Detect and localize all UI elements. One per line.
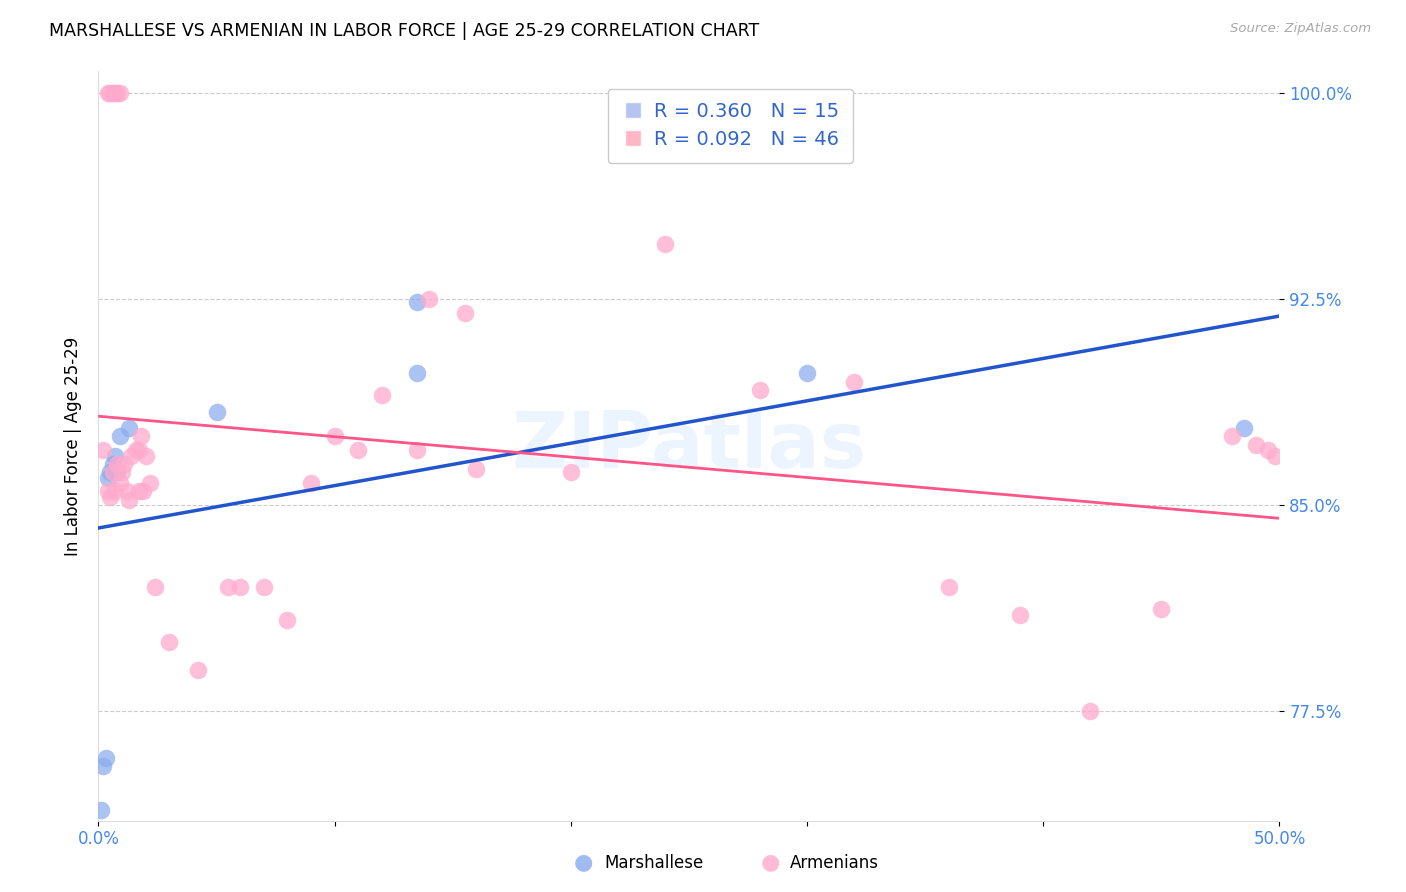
Point: [129, 429, 152, 443]
Point: [118, 421, 141, 435]
Point: [90, 803, 112, 817]
Point: [97, 87, 120, 101]
Point: [187, 663, 209, 677]
Point: [1264, 449, 1286, 463]
Point: [347, 443, 370, 458]
Text: ZIPatlas: ZIPatlas: [512, 408, 866, 484]
Point: [560, 465, 582, 479]
Point: [104, 449, 127, 463]
Text: Armenians: Armenians: [790, 854, 879, 871]
Point: [121, 449, 143, 463]
Point: [418, 292, 440, 306]
Point: [844, 375, 866, 389]
Point: [1244, 437, 1267, 451]
Point: [135, 449, 157, 463]
Point: [108, 429, 131, 443]
Point: [108, 87, 131, 101]
Point: [97, 484, 120, 499]
Point: [132, 484, 155, 499]
Text: ●: ●: [574, 853, 593, 872]
Point: [101, 465, 124, 479]
Point: [299, 476, 322, 491]
Point: [91, 443, 114, 458]
Point: [253, 580, 276, 594]
Point: [217, 580, 239, 594]
Point: [453, 306, 475, 320]
Point: [108, 476, 131, 491]
Point: [748, 383, 770, 397]
Text: MARSHALLESE VS ARMENIAN IN LABOR FORCE | AGE 25-29 CORRELATION CHART: MARSHALLESE VS ARMENIAN IN LABOR FORCE |…: [49, 22, 759, 40]
Point: [111, 465, 134, 479]
Point: [1008, 607, 1031, 622]
Point: [112, 457, 135, 471]
Point: [157, 635, 180, 649]
Point: [1220, 429, 1243, 443]
Point: [128, 443, 150, 458]
Point: [1233, 421, 1256, 435]
Point: [276, 613, 298, 627]
Point: [105, 465, 128, 479]
Point: [406, 294, 429, 309]
Point: [654, 237, 676, 252]
Point: [101, 457, 124, 471]
Point: [229, 580, 252, 594]
Point: [406, 443, 429, 458]
Point: [205, 405, 228, 419]
Point: [371, 388, 394, 402]
Y-axis label: In Labor Force | Age 25-29: In Labor Force | Age 25-29: [63, 336, 82, 556]
Point: [406, 366, 429, 380]
Point: [796, 366, 818, 380]
Point: [94, 750, 117, 764]
Point: [125, 443, 148, 458]
Point: [98, 465, 121, 479]
Point: [1150, 602, 1173, 616]
Point: [101, 87, 124, 101]
Point: [323, 429, 346, 443]
Point: [128, 484, 150, 499]
Point: [98, 87, 121, 101]
Point: [115, 484, 138, 499]
Point: [938, 580, 960, 594]
Point: [1080, 704, 1102, 718]
Text: Marshallese: Marshallese: [605, 854, 704, 871]
Point: [104, 484, 127, 499]
Point: [1257, 443, 1279, 458]
Point: [139, 476, 162, 491]
Text: Source: ZipAtlas.com: Source: ZipAtlas.com: [1230, 22, 1371, 36]
Point: [465, 462, 488, 476]
Point: [91, 758, 114, 772]
Point: [118, 492, 141, 507]
Point: [105, 87, 128, 101]
Legend: R = 0.360   N = 15, R = 0.092   N = 46: R = 0.360 N = 15, R = 0.092 N = 46: [607, 88, 853, 162]
Point: [143, 580, 166, 594]
Text: ●: ●: [761, 853, 780, 872]
Point: [104, 87, 127, 101]
Point: [105, 457, 128, 471]
Point: [97, 470, 120, 484]
Point: [98, 490, 121, 504]
